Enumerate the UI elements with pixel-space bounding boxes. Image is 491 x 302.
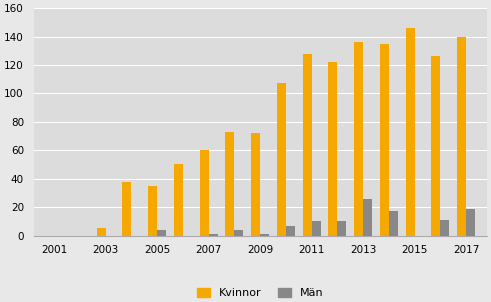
Bar — [312, 221, 321, 236]
Bar — [406, 28, 415, 236]
Bar — [148, 186, 157, 236]
Bar — [432, 56, 440, 236]
Bar — [174, 165, 183, 236]
Bar — [466, 209, 475, 236]
Bar — [380, 44, 389, 236]
Bar — [157, 230, 166, 236]
Bar — [354, 42, 363, 236]
Bar — [200, 150, 209, 236]
Bar — [277, 83, 286, 236]
Bar — [303, 54, 312, 236]
Bar — [122, 182, 132, 236]
Bar — [97, 228, 106, 236]
Bar — [363, 199, 372, 236]
Bar — [389, 211, 398, 236]
Bar — [235, 230, 244, 236]
Bar — [337, 221, 347, 236]
Bar — [286, 226, 295, 236]
Bar — [440, 220, 449, 236]
Bar — [260, 234, 269, 236]
Bar — [225, 132, 235, 236]
Legend: Kvinnor, Män: Kvinnor, Män — [192, 284, 328, 302]
Bar — [209, 234, 218, 236]
Bar — [328, 62, 337, 236]
Bar — [251, 133, 260, 236]
Bar — [457, 37, 466, 236]
